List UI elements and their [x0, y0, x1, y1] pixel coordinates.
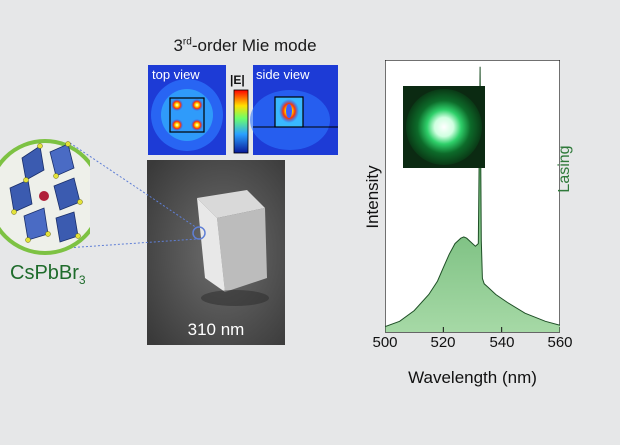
x-tick-label: 540	[489, 334, 515, 351]
side-view-map	[250, 65, 338, 155]
zoom-lines	[65, 142, 198, 249]
colorbar-label: |E|	[230, 73, 245, 87]
crystal-formula: CsPbBr3	[10, 262, 86, 287]
x-axis-label: Wavelength (nm)	[408, 368, 537, 387]
y-axis-label: Intensity	[363, 165, 382, 229]
colorbar	[233, 89, 249, 154]
sem-image	[147, 160, 285, 345]
spectrum-area	[385, 66, 560, 332]
x-tick-label: 500	[372, 334, 398, 351]
cs-atom	[39, 191, 49, 201]
br-atoms	[11, 141, 83, 243]
zoom-circle	[192, 226, 206, 240]
lasing-annotation: Lasing	[556, 145, 573, 193]
x-tick-label: 520	[430, 334, 456, 351]
sem-scale-label: 310 nm	[187, 320, 245, 339]
pbbr6-octahedra	[9, 143, 81, 243]
spectrum-series-line	[385, 66, 560, 328]
x-tick-label: 560	[547, 334, 573, 351]
nanocube	[197, 190, 269, 306]
mie-mode-title: 3rd-order Mie mode	[173, 36, 317, 55]
emission-inset	[403, 86, 485, 168]
top-view-label: top view	[152, 67, 200, 82]
crystal-structure	[0, 139, 90, 255]
top-view-map	[148, 65, 226, 155]
field-map-panels	[148, 65, 338, 155]
spectrum-chart	[385, 60, 560, 333]
side-view-label: side view	[256, 67, 310, 82]
